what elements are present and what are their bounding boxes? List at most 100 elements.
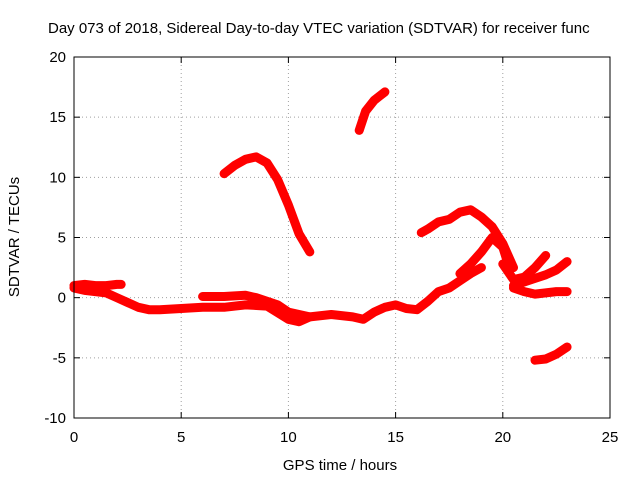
- y-tick-label: -5: [53, 350, 66, 367]
- data-point: [391, 300, 400, 309]
- y-tick-label: 5: [58, 230, 66, 247]
- data-point: [477, 213, 486, 222]
- data-point: [498, 243, 507, 252]
- data-point: [541, 288, 550, 297]
- y-tick-label: -10: [44, 410, 66, 427]
- data-point: [466, 205, 475, 214]
- trace-main-band-line: [69, 263, 486, 327]
- data-point: [273, 300, 282, 309]
- data-point: [123, 298, 132, 307]
- y-axis-label: SDTVAR / TECUs: [6, 177, 23, 297]
- chart-title: Day 073 of 2018, Sidereal Day-to-day VTE…: [48, 20, 590, 37]
- data-point: [563, 343, 572, 352]
- x-tick-label: 5: [177, 429, 185, 446]
- data-point: [541, 251, 550, 260]
- data-point: [134, 303, 143, 312]
- data-point: [488, 233, 497, 242]
- x-tick-label: 0: [70, 429, 78, 446]
- trace-upper-arc-line: [416, 205, 518, 273]
- data-point: [262, 158, 271, 167]
- trace-late-3: [509, 257, 572, 291]
- x-tick-label: 20: [494, 429, 511, 446]
- data-point: [530, 274, 539, 283]
- data-point: [220, 303, 229, 312]
- data-point: [466, 269, 475, 278]
- data-point: [361, 107, 370, 116]
- data-point: [145, 305, 154, 314]
- data-point: [230, 161, 239, 170]
- trace-night-steep-line: [354, 87, 390, 135]
- data-point: [477, 263, 486, 272]
- x-tick-label: 25: [602, 429, 619, 446]
- data-point: [241, 155, 250, 164]
- data-point: [541, 270, 550, 279]
- data-point: [198, 303, 207, 312]
- data-point: [402, 304, 411, 313]
- data-point: [541, 355, 550, 364]
- data-point: [380, 303, 389, 312]
- data-point: [552, 265, 561, 274]
- trace-main-band: [69, 263, 486, 327]
- data-point: [252, 293, 261, 302]
- data-point: [417, 228, 426, 237]
- trace-evening-bump: [219, 152, 315, 257]
- data-point: [102, 281, 111, 290]
- x-axis-label: GPS time / hours: [283, 457, 397, 474]
- y-tick-label: 15: [49, 109, 66, 126]
- data-point: [530, 290, 539, 299]
- x-tick-label: 10: [280, 429, 297, 446]
- data-point: [563, 287, 572, 296]
- data-point: [552, 350, 561, 359]
- data-point: [370, 308, 379, 317]
- data-point: [466, 259, 475, 268]
- data-point: [220, 169, 229, 178]
- data-point: [498, 259, 507, 268]
- data-point: [284, 201, 293, 210]
- data-point: [80, 280, 89, 289]
- data-point: [252, 152, 261, 161]
- trace-mid-segment: [198, 290, 315, 322]
- data-point: [552, 287, 561, 296]
- x-tick-label: 15: [387, 429, 404, 446]
- data-point: [477, 247, 486, 256]
- data-point: [530, 356, 539, 365]
- data-point: [423, 297, 432, 306]
- trace-late-1-line: [455, 233, 514, 279]
- data-point: [455, 208, 464, 217]
- data-point: [434, 217, 443, 226]
- data-point: [220, 292, 229, 301]
- data-point: [177, 304, 186, 313]
- data-point: [520, 278, 529, 287]
- data-point: [445, 215, 454, 224]
- data-point: [509, 284, 518, 293]
- data-point: [102, 288, 111, 297]
- data-point: [348, 312, 357, 321]
- data-point: [563, 257, 572, 266]
- data-point: [380, 87, 389, 96]
- data-point: [413, 305, 422, 314]
- tick-layer: 0 5 10 15 20 25 -10 -5 0 5 10 15 20: [44, 49, 618, 446]
- data-point: [305, 247, 314, 256]
- trace-night-steep: [354, 87, 390, 135]
- data-point: [273, 175, 282, 184]
- data-point: [370, 96, 379, 105]
- trace-late-4: [509, 283, 572, 299]
- data-point: [155, 305, 164, 314]
- data-point: [355, 126, 364, 135]
- data-point: [117, 280, 126, 289]
- y-tick-label: 10: [49, 169, 66, 186]
- data-point: [305, 312, 314, 321]
- data-point: [423, 225, 432, 234]
- data-point: [530, 263, 539, 272]
- data-point: [445, 284, 454, 293]
- data-point: [241, 291, 250, 300]
- data-point: [112, 293, 121, 302]
- data-point: [359, 315, 368, 324]
- data-point: [488, 222, 497, 231]
- data-point: [241, 300, 250, 309]
- data-point: [455, 269, 464, 278]
- y-tick-label: 20: [49, 49, 66, 66]
- data-point: [520, 287, 529, 296]
- data-point: [295, 229, 304, 238]
